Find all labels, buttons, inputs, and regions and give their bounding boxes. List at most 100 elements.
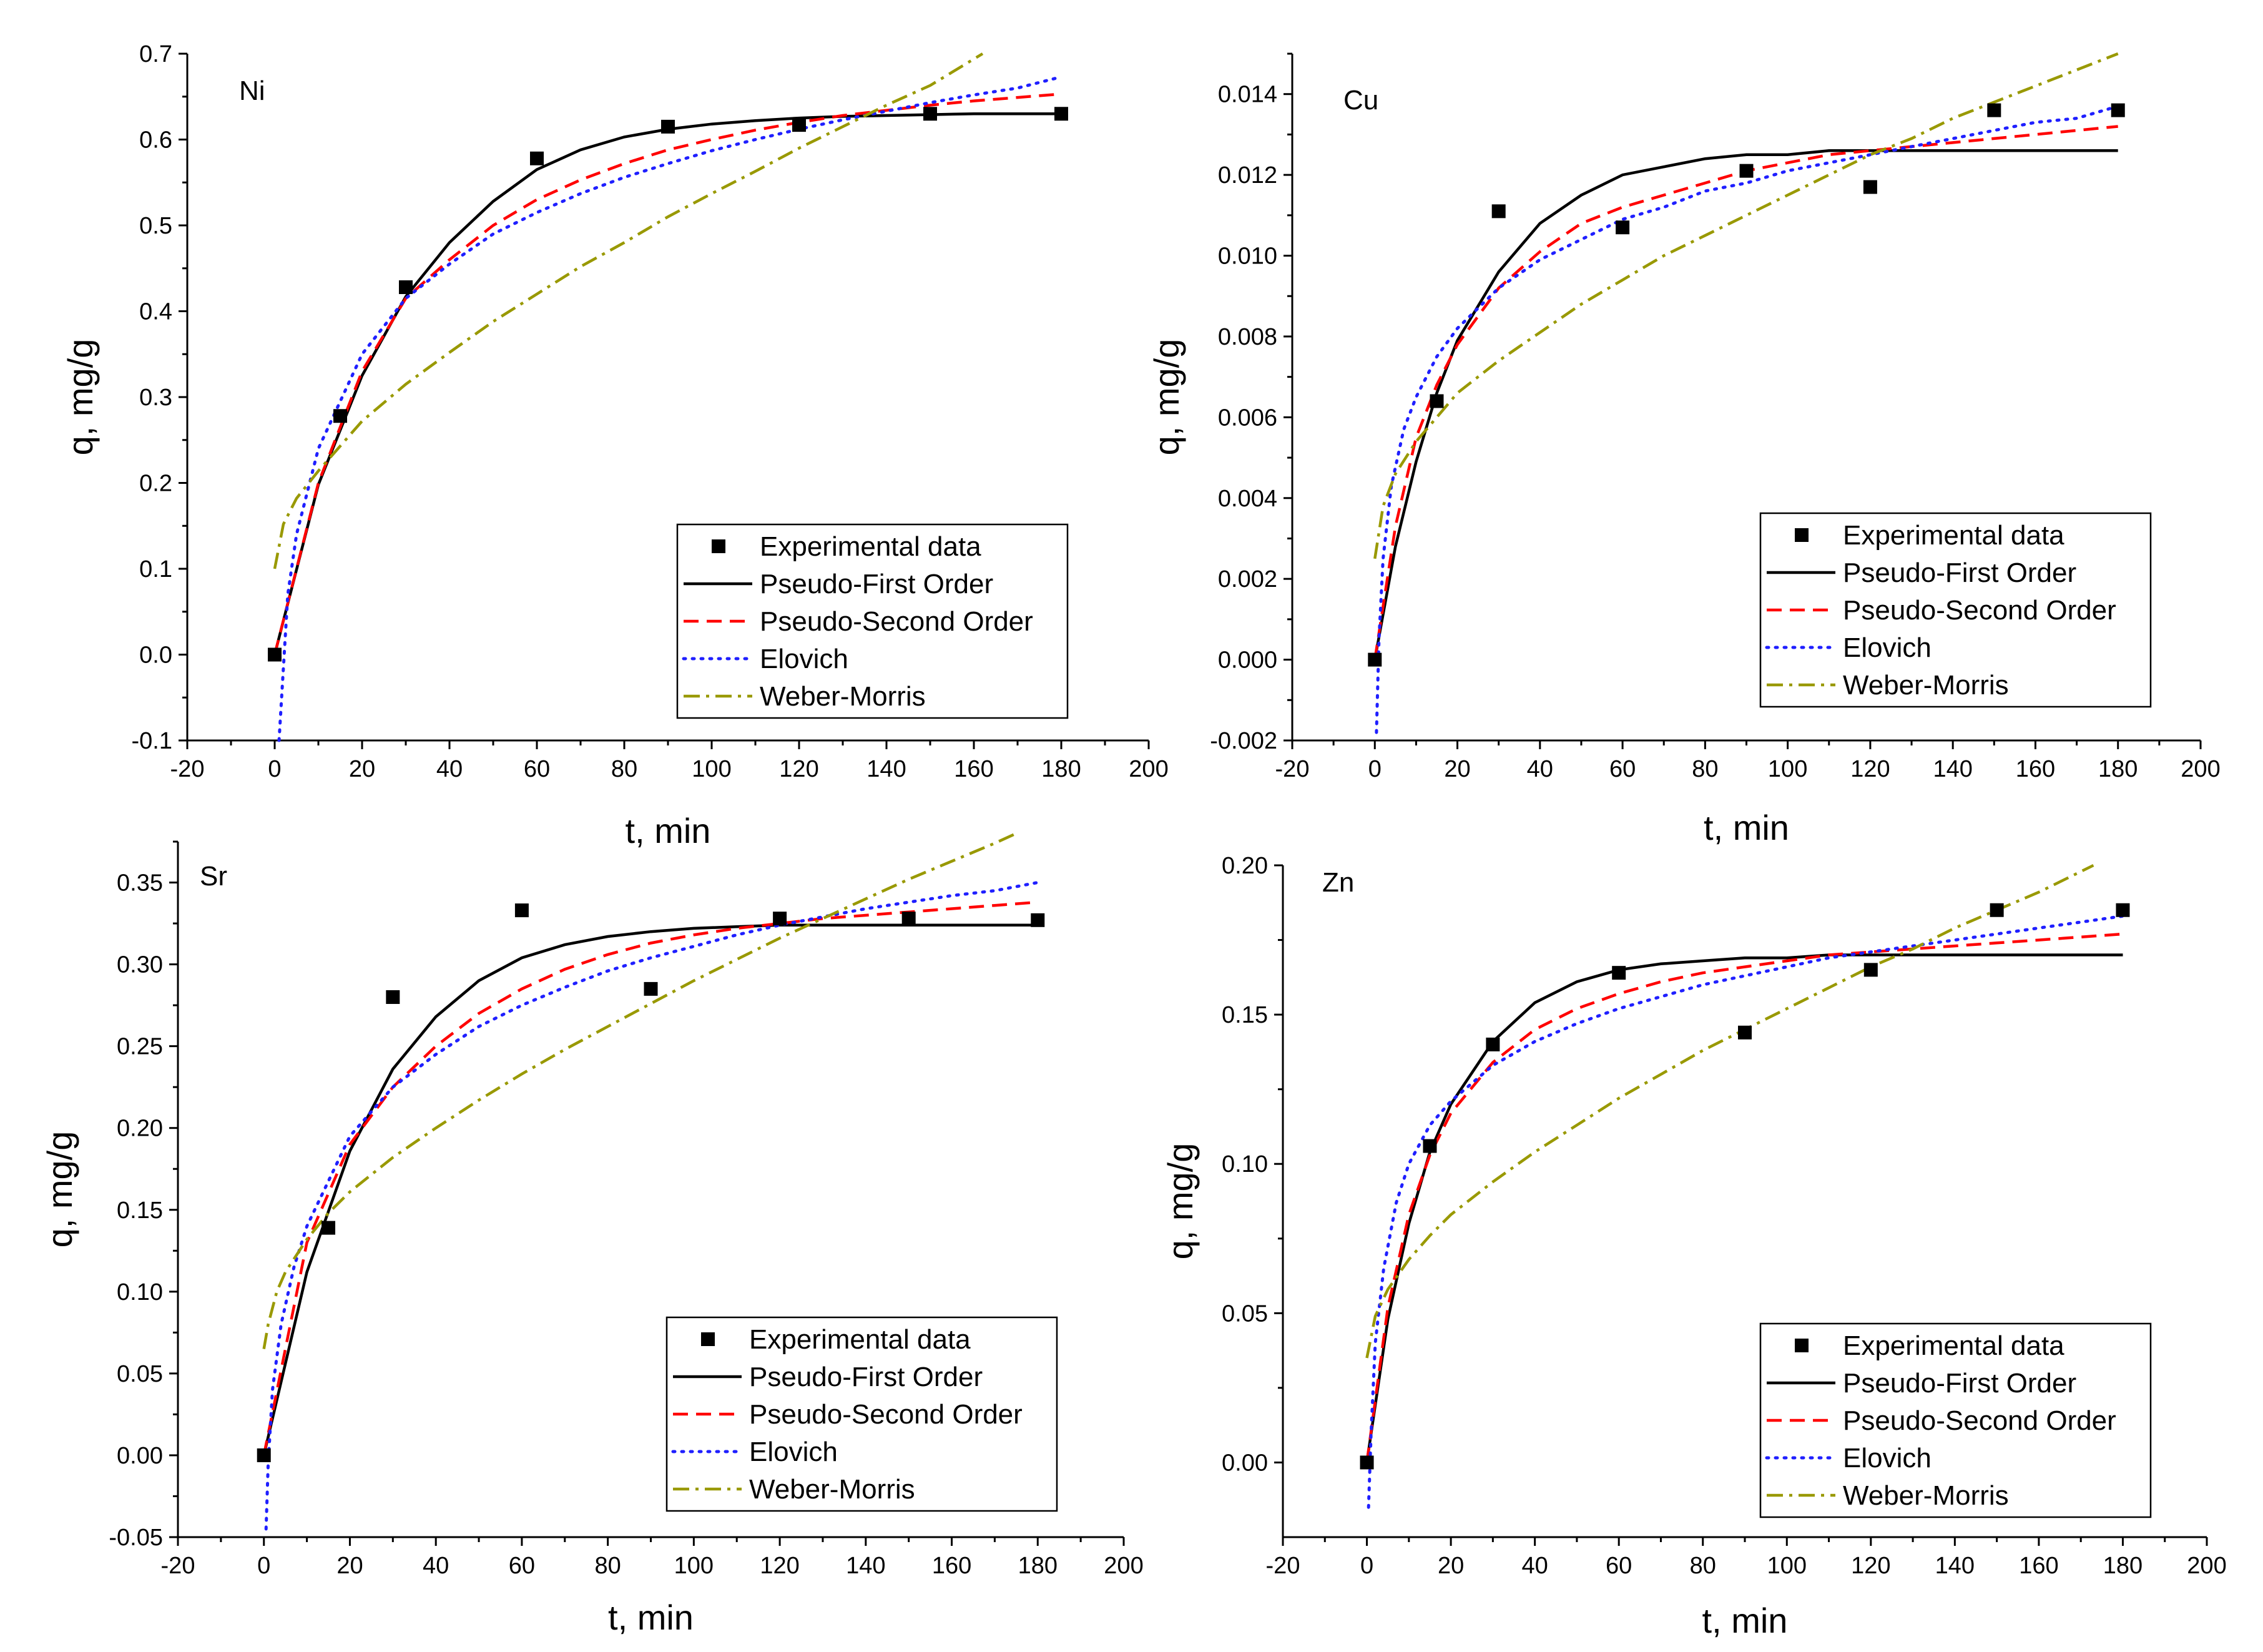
- x-tick-label: 40: [423, 1553, 449, 1579]
- legend-label: Pseudo-Second Order: [1843, 595, 2116, 626]
- y-tick-label: 0.008: [1218, 324, 1277, 350]
- x-tick-label: 60: [524, 756, 550, 782]
- legend-entry-pseudo-first-order: Pseudo-First Order: [1767, 558, 2076, 588]
- x-tick-label: 20: [1438, 1553, 1464, 1579]
- legend-entry-elovich: Elovich: [1765, 1443, 1932, 1473]
- data-point: [322, 1221, 336, 1235]
- legend-label: Elovich: [1843, 632, 1932, 663]
- x-tick-label: 140: [866, 756, 906, 782]
- legend-entry-pseudo-second-order: Pseudo-Second Order: [1767, 595, 2116, 626]
- x-tick-label: 80: [1692, 756, 1718, 782]
- y-tick-label: -0.05: [109, 1525, 163, 1551]
- legend-label: Weber-Morris: [1843, 1480, 2009, 1511]
- data-point: [1987, 103, 2001, 117]
- x-tick-label: 0: [257, 1553, 270, 1579]
- panel-title: Ni: [239, 76, 265, 106]
- y-tick-label: 0.1: [139, 556, 172, 583]
- legend-marker-square: [712, 539, 725, 553]
- legend-label: Weber-Morris: [749, 1474, 915, 1505]
- y-axis-title: q, mg/g: [1147, 339, 1186, 456]
- y-tick-label: 0.35: [117, 870, 163, 897]
- x-tick-label: 0: [1360, 1553, 1373, 1579]
- legend-label: Experimental data: [760, 531, 981, 562]
- data-point: [923, 107, 937, 121]
- series-line-pseudo-second-order: [1373, 125, 2118, 660]
- x-tick-label: 200: [1129, 756, 1168, 782]
- x-tick-label: 120: [1851, 1553, 1890, 1579]
- series-line-elovich: [264, 881, 1039, 1531]
- legend-label: Pseudo-First Order: [1843, 558, 2076, 588]
- series-line-weber-morris: [262, 832, 1017, 1349]
- x-tick-label: 0: [1368, 756, 1382, 782]
- y-tick-label: 0.05: [117, 1361, 163, 1387]
- legend: Experimental data Pseudo-First Order Pseud…: [665, 1316, 1058, 1512]
- x-axis-title: t, min: [1704, 808, 1789, 847]
- y-tick-label: 0.20: [1222, 853, 1268, 879]
- data-point: [1616, 220, 1630, 235]
- data-point: [1423, 1139, 1437, 1153]
- y-tick-label: 0.004: [1218, 486, 1277, 512]
- data-point: [1360, 1455, 1374, 1470]
- x-tick-label: -20: [1275, 756, 1310, 782]
- legend-label: Weber-Morris: [1843, 670, 2009, 701]
- x-tick-label: 40: [1527, 756, 1553, 782]
- data-point: [268, 647, 282, 662]
- series-line-elovich: [1375, 104, 2120, 734]
- y-tick-label: 0.2: [139, 471, 172, 497]
- data-point: [901, 912, 916, 926]
- legend-entry-weber-morris: Weber-Morris: [1767, 1480, 2009, 1511]
- legend: Experimental data Pseudo-First Order Pseud…: [676, 523, 1069, 719]
- x-tick-label: 140: [1933, 756, 1972, 782]
- legend-entry-pseudo-second-order: Pseudo-Second Order: [684, 606, 1033, 637]
- y-tick-label: 0.05: [1222, 1300, 1268, 1327]
- data-point: [514, 903, 529, 918]
- x-tick-label: -20: [161, 1553, 195, 1579]
- x-tick-label: 80: [1690, 1553, 1716, 1579]
- legend-label: Experimental data: [749, 1324, 971, 1355]
- data-point: [1054, 107, 1068, 121]
- x-tick-label: 100: [674, 1553, 714, 1579]
- y-tick-label: 0.010: [1218, 243, 1277, 270]
- legend-entry-elovich: Elovich: [682, 644, 848, 674]
- legend: Experimental data Pseudo-First Order Pseud…: [1759, 1322, 2152, 1518]
- x-tick-label: 200: [2181, 756, 2220, 782]
- data-point: [1368, 652, 1382, 667]
- data-point: [333, 409, 347, 423]
- x-tick-label: 60: [509, 1553, 535, 1579]
- x-tick-label: 20: [349, 756, 375, 782]
- legend-entry-pseudo-first-order: Pseudo-First Order: [1767, 1368, 2076, 1399]
- legend: Experimental data Pseudo-First Order Pseud…: [1759, 512, 2152, 708]
- x-tick-label: 160: [932, 1553, 971, 1579]
- x-tick-label: 180: [2098, 756, 2138, 782]
- y-tick-label: 0.10: [117, 1279, 163, 1305]
- data-point: [530, 151, 544, 165]
- panel-title: Zn: [1322, 867, 1354, 898]
- x-tick-label: 180: [1018, 1553, 1058, 1579]
- legend-label: Pseudo-First Order: [749, 1362, 983, 1392]
- legend-entry-weber-morris: Weber-Morris: [673, 1474, 915, 1505]
- y-axis-title: q, mg/g: [61, 339, 100, 456]
- x-tick-label: -20: [1266, 1553, 1300, 1579]
- series-line-elovich: [1367, 914, 2124, 1509]
- y-tick-label: -0.002: [1210, 728, 1277, 754]
- legend-label: Experimental data: [1843, 520, 2064, 551]
- legend-entry-pseudo-second-order: Pseudo-Second Order: [1767, 1405, 2116, 1436]
- x-tick-label: 40: [436, 756, 463, 782]
- series-line-weber-morris: [1365, 863, 2094, 1359]
- legend-entry-weber-morris: Weber-Morris: [684, 681, 926, 712]
- series-line-pseudo-first-order: [1365, 953, 2123, 1463]
- legend-label: Pseudo-Second Order: [760, 606, 1033, 637]
- x-tick-label: 180: [2103, 1553, 2143, 1579]
- x-tick-label: 140: [846, 1553, 885, 1579]
- data-point: [1031, 913, 1045, 927]
- y-tick-label: 0.00: [117, 1443, 163, 1469]
- x-tick-label: 100: [692, 756, 731, 782]
- y-axis-title: q, mg/g: [1161, 1143, 1200, 1260]
- series-line-pseudo-second-order: [273, 92, 1062, 656]
- series-line-pseudo-first-order: [1373, 149, 2118, 661]
- y-tick-label: 0.5: [139, 213, 172, 239]
- data-point: [1863, 963, 1878, 977]
- x-tick-label: 200: [2187, 1553, 2226, 1579]
- x-tick-label: 80: [594, 1553, 621, 1579]
- legend-label: Weber-Morris: [760, 681, 926, 712]
